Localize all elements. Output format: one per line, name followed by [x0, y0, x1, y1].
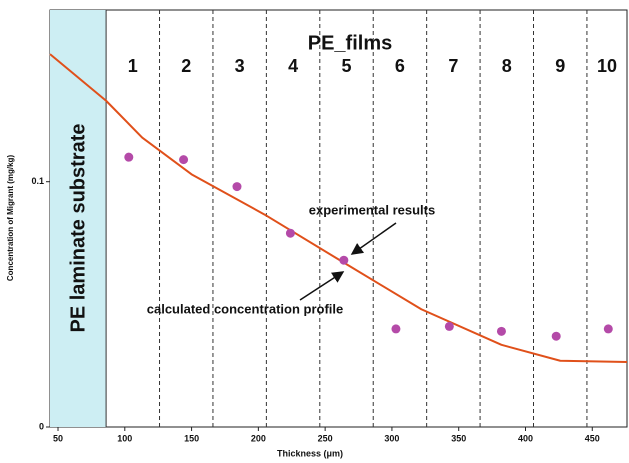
film-number: 6: [395, 56, 405, 76]
data-point: [339, 255, 349, 265]
x-tick-label: 200: [251, 433, 266, 443]
film-number: 3: [235, 56, 245, 76]
profile-curve: [49, 53, 628, 363]
data-point: [603, 324, 613, 334]
data-point: [179, 155, 189, 165]
x-tick-label: 150: [184, 433, 199, 443]
film-number: 7: [448, 56, 458, 76]
x-tick-label: 450: [585, 433, 600, 443]
film-number: 10: [597, 56, 617, 76]
film-number: 8: [502, 56, 512, 76]
film-number: 9: [555, 56, 565, 76]
substrate-band: [50, 10, 107, 427]
x-tick-label: 350: [451, 433, 466, 443]
substrate-label: PE laminate substrate: [67, 124, 89, 333]
y-tick-label: 0.1: [31, 176, 44, 186]
film-number: 1: [128, 56, 138, 76]
x-tick-label: 300: [384, 433, 399, 443]
annotation: calculated concentration profile: [147, 301, 344, 316]
plot-frame: [49, 9, 628, 428]
film-number: 4: [288, 56, 298, 76]
annotation: experimental results: [309, 202, 435, 217]
x-tick-label: 400: [518, 433, 533, 443]
data-point: [444, 321, 454, 331]
data-point: [124, 152, 134, 162]
film-number: 5: [342, 56, 352, 76]
film-number: 2: [181, 56, 191, 76]
data-point: [232, 182, 242, 192]
data-point: [551, 331, 561, 341]
arrow: [350, 222, 397, 255]
data-point: [391, 324, 401, 334]
y-tick-label: 0: [39, 421, 44, 431]
x-tick-label: 100: [117, 433, 132, 443]
y-axis-label: Concentration of Migrant (mg/kg): [6, 155, 15, 282]
arrow: [299, 271, 345, 301]
chart-title: PE_films: [308, 32, 392, 54]
x-axis-label: Thickness (μm): [277, 448, 343, 458]
x-tick-label: 250: [318, 433, 333, 443]
x-tick-label: 50: [53, 433, 63, 443]
data-point: [496, 326, 506, 336]
data-point: [285, 228, 295, 238]
